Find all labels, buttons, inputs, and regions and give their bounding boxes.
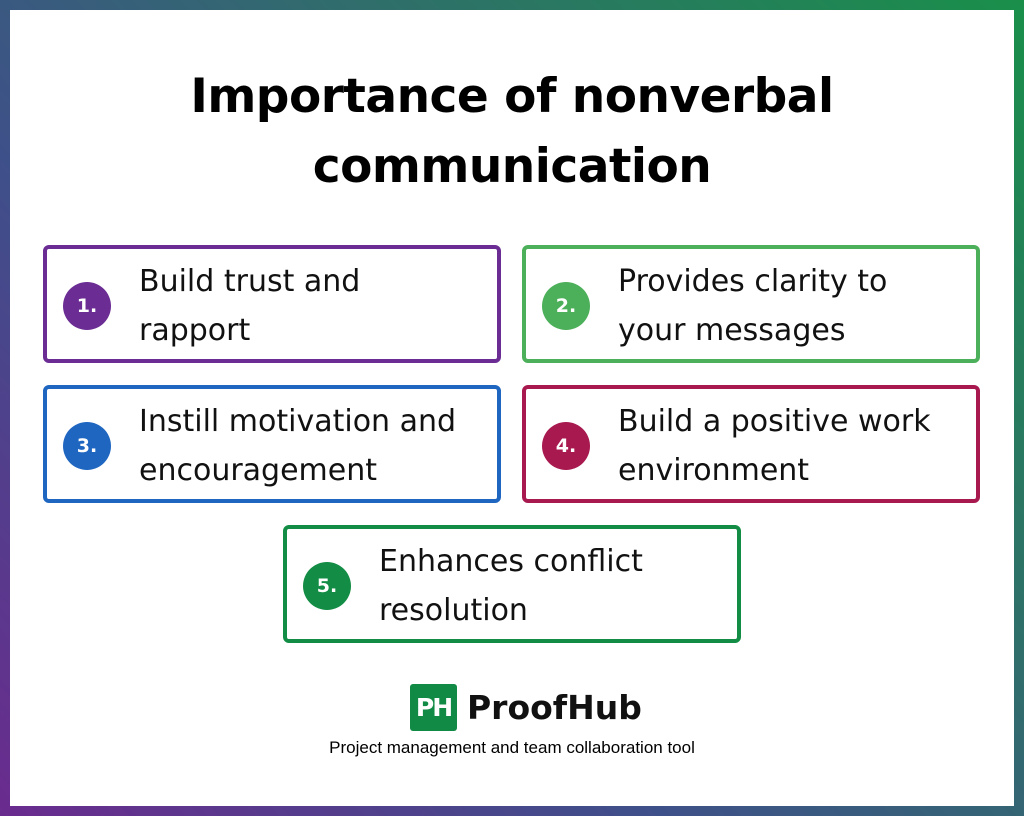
number-badge: 3. — [63, 422, 111, 470]
item-text-line-2: your messages — [618, 313, 846, 348]
proofhub-logo: PH ProofHub — [410, 684, 642, 731]
number-badge: 4. — [542, 422, 590, 470]
item-text-line-1: Enhances conflict — [379, 544, 643, 579]
item-text-line-2: rapport — [139, 313, 251, 348]
item-text: Provides clarity to your messages — [618, 257, 966, 355]
brand-tagline: Project management and team collaboratio… — [329, 738, 695, 757]
brand-name: ProofHub — [467, 688, 642, 727]
item-text: Build trust and rapport — [139, 257, 487, 355]
ph-logo-icon: PH — [410, 684, 457, 731]
item-card-4: 4. Build a positive work environment — [522, 385, 980, 503]
item-text: Instill motivation and encouragement — [139, 397, 487, 495]
item-card-5: 5. Enhances conflict resolution — [283, 525, 741, 643]
title-line-2: communication — [312, 139, 712, 194]
item-text-line-1: Instill motivation and — [139, 404, 457, 439]
item-text-line-1: Build a positive work — [618, 404, 931, 439]
title-line-1: Importance of nonverbal — [190, 69, 834, 124]
item-text: Enhances conflict resolution — [379, 537, 727, 635]
number-badge: 5. — [303, 562, 351, 610]
number-badge: 2. — [542, 282, 590, 330]
item-text-line-1: Provides clarity to — [618, 264, 888, 299]
item-text: Build a positive work environment — [618, 397, 966, 495]
item-card-1: 1. Build trust and rapport — [43, 245, 501, 363]
item-text-line-1: Build trust and — [139, 264, 361, 299]
item-text-line-2: encouragement — [139, 453, 378, 488]
number-badge: 1. — [63, 282, 111, 330]
item-text-line-2: resolution — [379, 593, 528, 628]
item-card-3: 3. Instill motivation and encouragement — [43, 385, 501, 503]
item-card-2: 2. Provides clarity to your messages — [522, 245, 980, 363]
item-text-line-2: environment — [618, 453, 810, 488]
page-title: Importance of nonverbal communication — [0, 62, 1024, 202]
